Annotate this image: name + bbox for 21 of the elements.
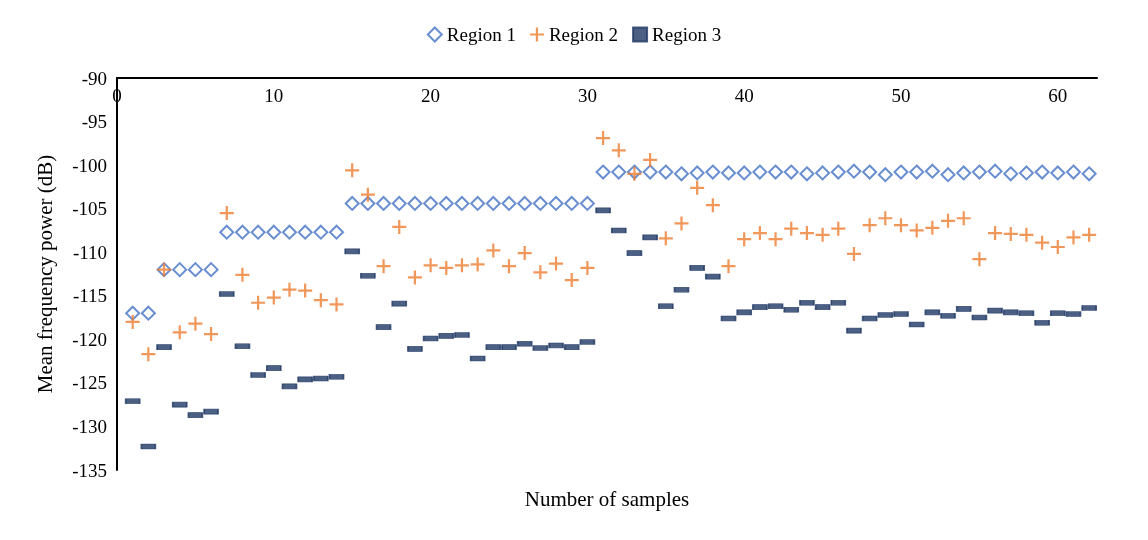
x-tick-label: 20: [421, 85, 441, 106]
y-tick-label: -110: [72, 241, 107, 263]
y-tick-label: -105: [72, 198, 107, 220]
x-tick-label: 30: [577, 85, 597, 106]
y-tick-label: -100: [72, 154, 107, 176]
y-axis-title: Mean frequency power (dB): [32, 154, 57, 394]
legend-label: Region 1: [446, 24, 516, 45]
legend-label: Region 3: [652, 24, 722, 45]
y-tick-label: -115: [72, 285, 107, 307]
y-tick-label: -95: [81, 111, 107, 133]
y-tick-label: -135: [72, 459, 107, 481]
x-tick-label: 60: [1048, 85, 1068, 106]
x-axis-title: Number of samples: [524, 486, 690, 511]
x-tick-label: 50: [891, 85, 911, 106]
y-tick-label: -130: [72, 415, 107, 437]
x-tick-label: 40: [734, 85, 754, 106]
legend-label: Region 2: [548, 24, 619, 45]
y-tick-label: -120: [72, 328, 107, 350]
x-tick-label: 10: [264, 85, 284, 106]
y-tick-label: -125: [72, 372, 107, 394]
y-tick-label: -90: [81, 67, 107, 89]
